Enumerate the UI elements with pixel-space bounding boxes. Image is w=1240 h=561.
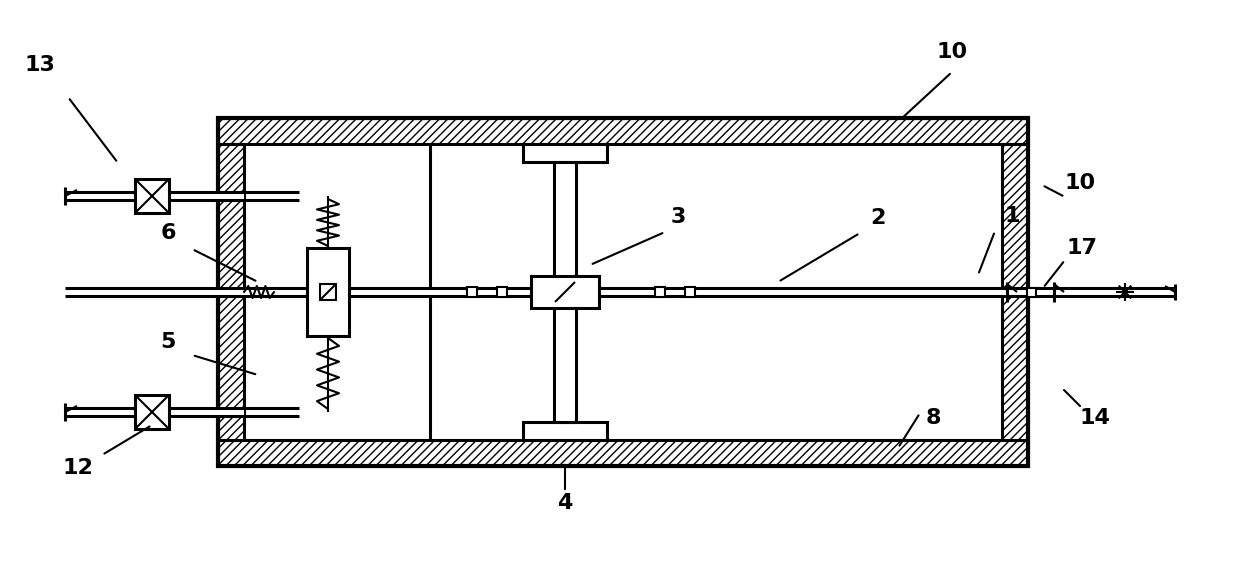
Bar <box>135 395 169 429</box>
Bar <box>655 287 665 297</box>
Bar <box>218 118 1028 466</box>
Bar <box>64 192 244 200</box>
Text: 3: 3 <box>671 207 686 227</box>
Bar <box>135 179 169 213</box>
Text: 10: 10 <box>1064 173 1096 193</box>
Bar <box>684 287 694 297</box>
Bar <box>64 288 1176 296</box>
Bar <box>1002 144 1028 440</box>
Text: 1: 1 <box>1004 206 1019 226</box>
Text: 12: 12 <box>62 458 93 478</box>
Bar <box>554 301 577 422</box>
Text: 13: 13 <box>25 55 56 75</box>
Text: 10: 10 <box>936 42 967 62</box>
Bar <box>308 248 348 336</box>
Text: 4: 4 <box>557 493 573 513</box>
Bar <box>554 162 577 283</box>
Bar <box>218 440 1028 466</box>
Bar <box>218 144 244 440</box>
Text: 2: 2 <box>870 208 885 228</box>
Bar <box>64 408 244 416</box>
Text: 5: 5 <box>160 332 176 352</box>
Bar <box>523 422 608 440</box>
Text: 14: 14 <box>1080 408 1111 428</box>
Bar <box>523 144 608 162</box>
Text: 6: 6 <box>160 223 176 243</box>
Bar <box>218 118 1028 144</box>
Text: 17: 17 <box>1066 238 1097 258</box>
Bar <box>1027 288 1035 297</box>
Bar <box>320 284 336 300</box>
Bar <box>531 276 599 308</box>
Bar <box>497 287 507 297</box>
Bar <box>244 144 1002 440</box>
Text: 8: 8 <box>925 408 941 428</box>
Bar <box>467 287 477 297</box>
